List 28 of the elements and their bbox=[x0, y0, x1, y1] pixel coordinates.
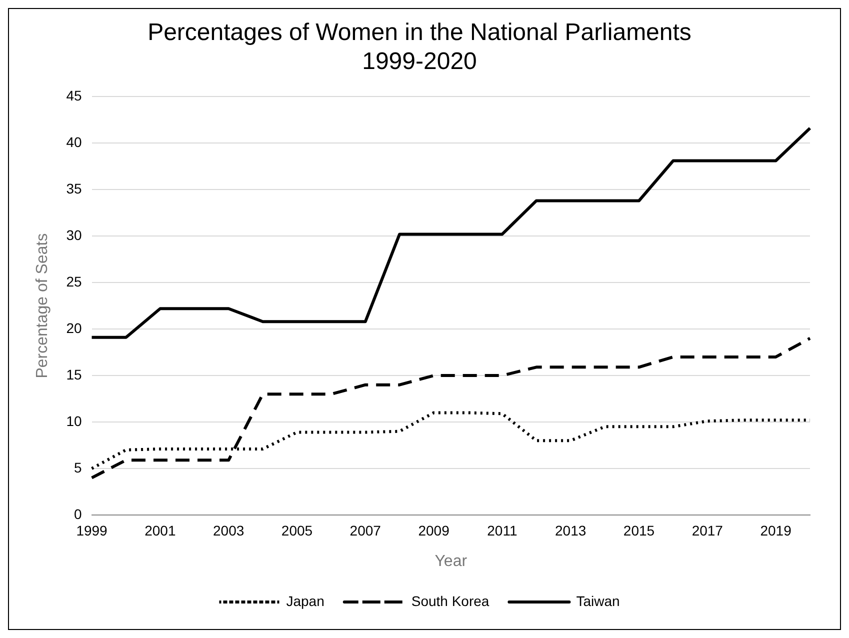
y-tick-label: 20 bbox=[66, 320, 82, 336]
legend-label: South Korea bbox=[411, 592, 490, 609]
x-tick-label: 1999 bbox=[76, 522, 108, 538]
x-tick-label: 2017 bbox=[692, 522, 724, 538]
x-tick-label: 2007 bbox=[350, 522, 382, 538]
x-tick-label: 2005 bbox=[281, 522, 313, 538]
y-tick-label: 0 bbox=[74, 506, 82, 522]
y-tick-label: 15 bbox=[66, 366, 82, 382]
chart-title: Percentages of Women in the National Parliaments 1999-2020 bbox=[148, 19, 692, 75]
x-tick-label: 2001 bbox=[144, 522, 176, 538]
x-tick-label: 2015 bbox=[623, 522, 655, 538]
y-tick-label: 30 bbox=[66, 226, 82, 243]
legend-label: Taiwan bbox=[576, 592, 620, 609]
x-tick-label: 2013 bbox=[555, 522, 586, 538]
x-tick-label: 2009 bbox=[418, 522, 450, 538]
legend-label: Japan bbox=[286, 592, 324, 609]
x-tick-label: 2011 bbox=[487, 522, 518, 538]
y-axis-title: Percentage of Seats bbox=[34, 233, 52, 378]
y-tick-label: 25 bbox=[66, 273, 82, 290]
y-tick-label: 10 bbox=[66, 412, 82, 429]
x-axis-title: Year bbox=[434, 552, 468, 570]
y-tick-label: 45 bbox=[66, 87, 82, 104]
x-tick-label: 2003 bbox=[213, 522, 244, 538]
y-tick-label: 35 bbox=[66, 180, 82, 196]
y-tick-label: 5 bbox=[74, 459, 82, 476]
line-series bbox=[90, 336, 812, 480]
x-tick-label: 2019 bbox=[760, 522, 792, 538]
y-tick-label: 40 bbox=[66, 134, 82, 150]
